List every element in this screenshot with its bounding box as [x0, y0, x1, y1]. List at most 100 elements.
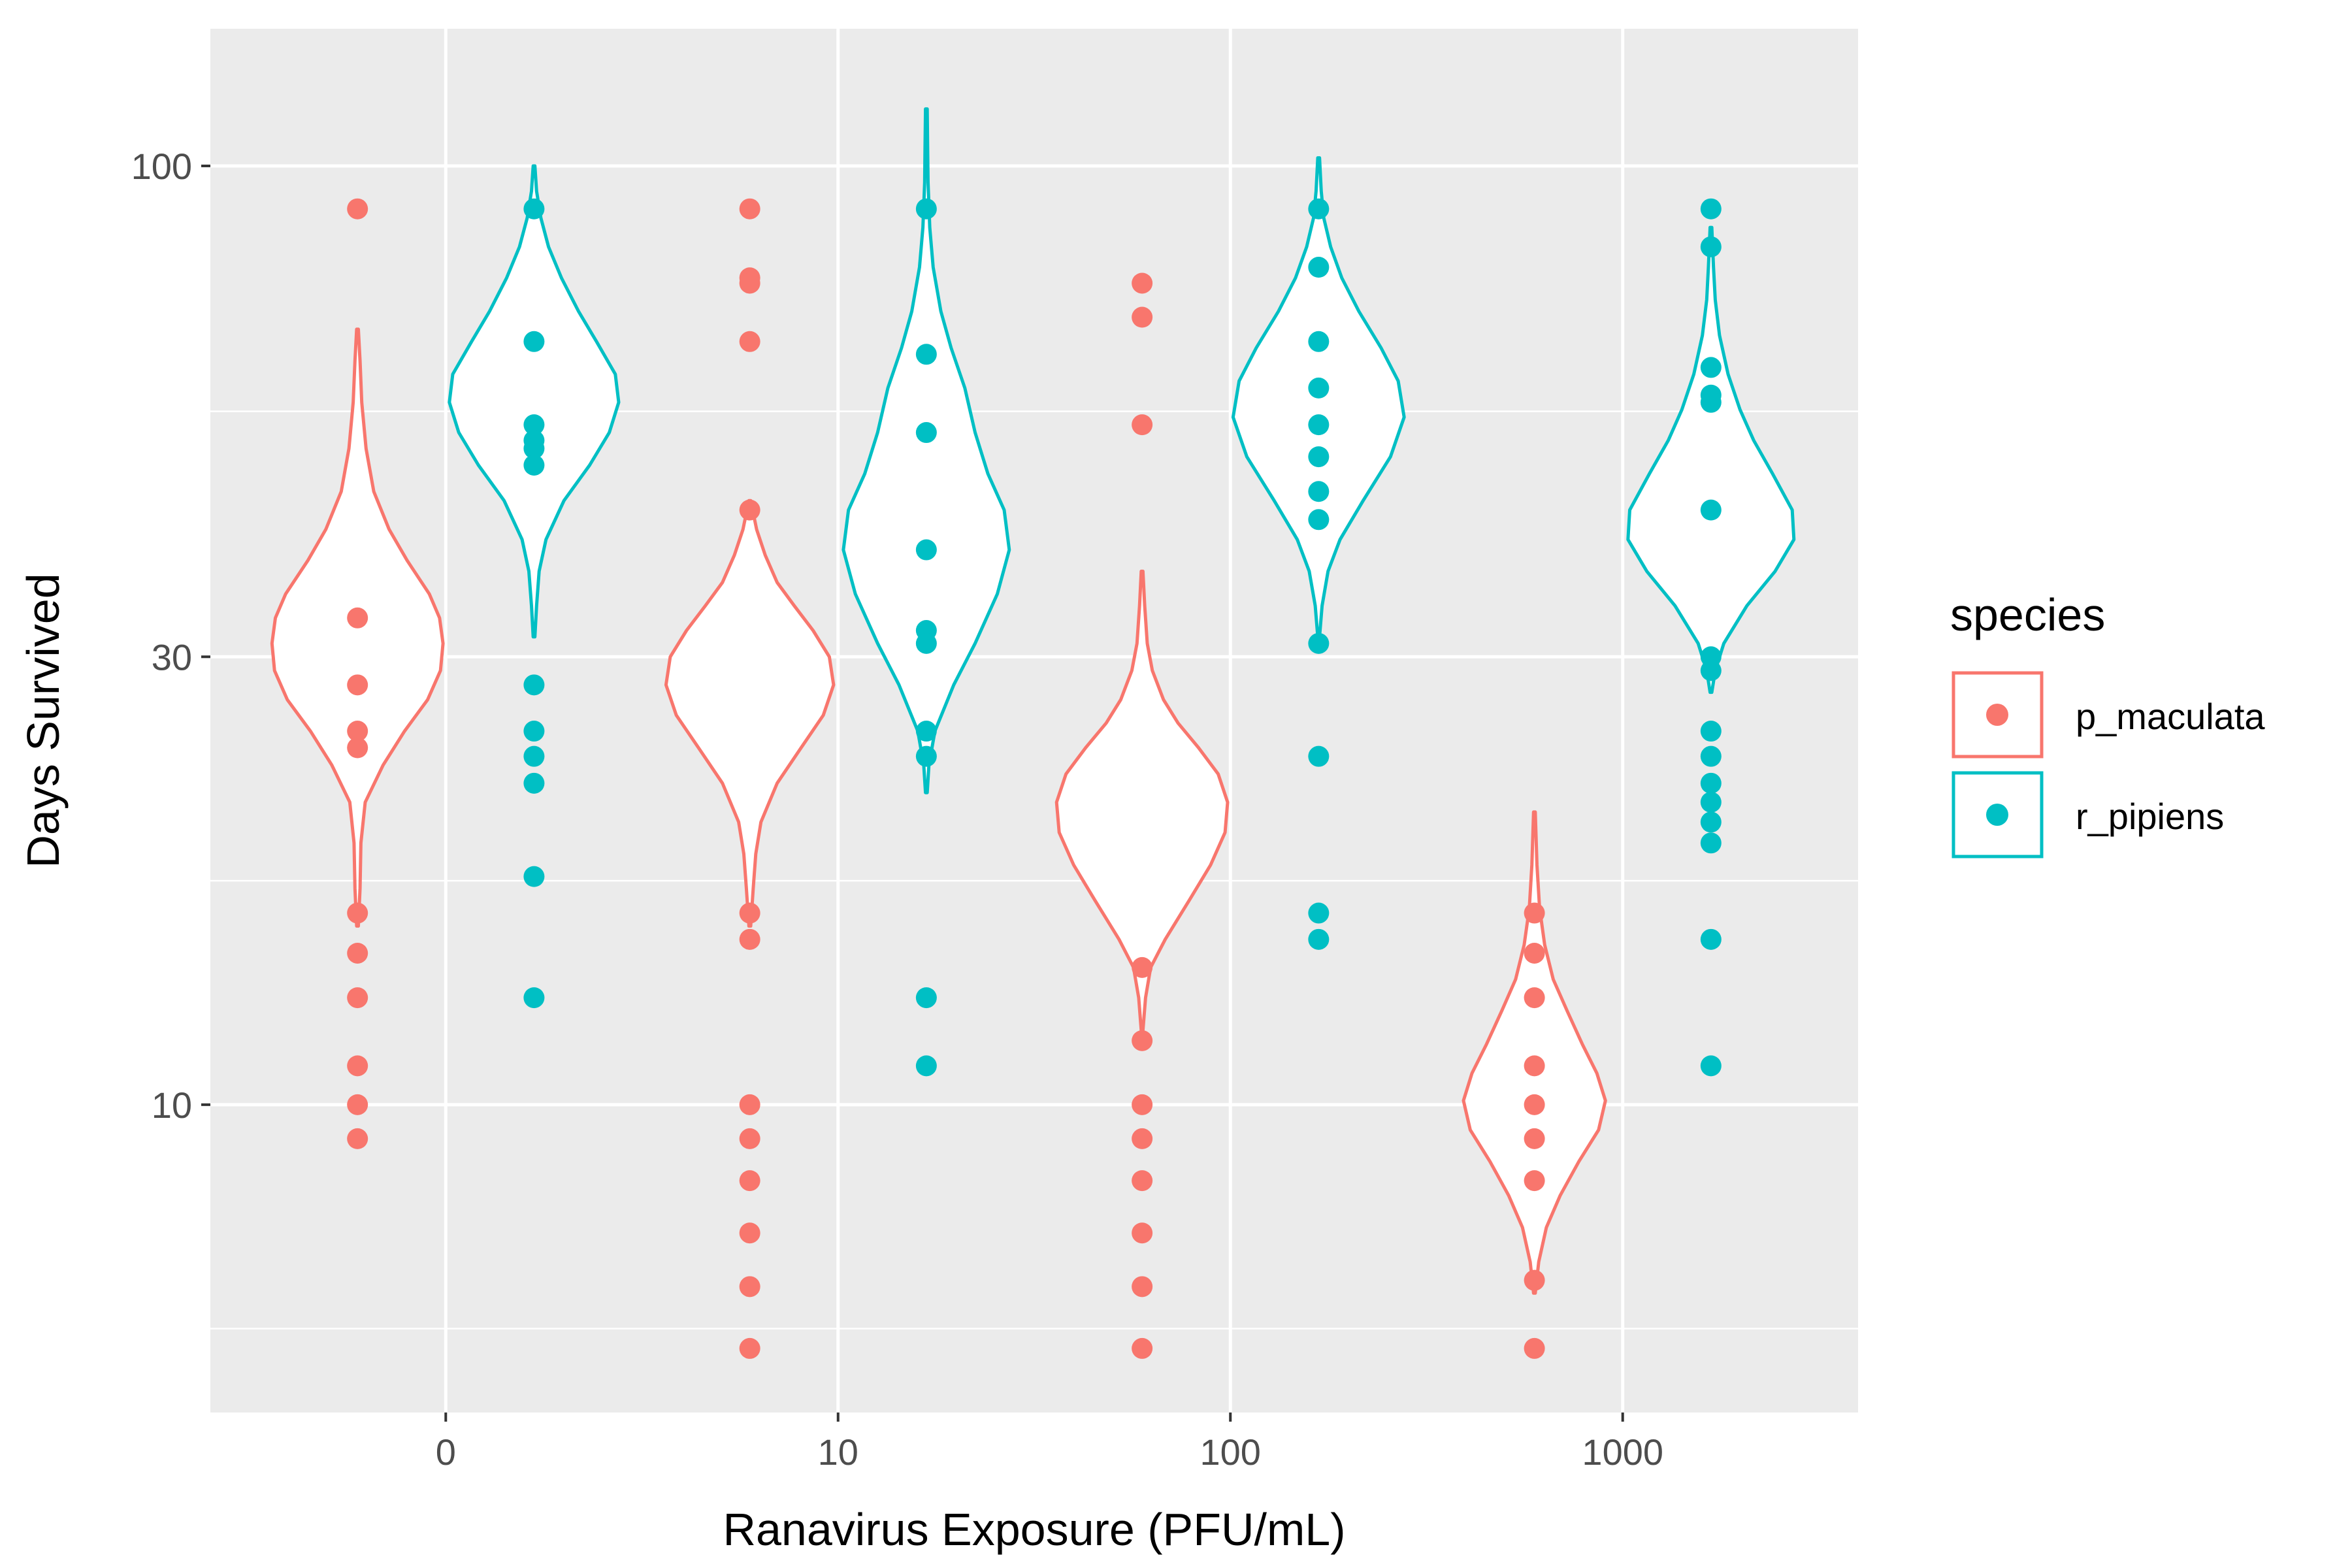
point-p_maculata-100: [1132, 414, 1153, 436]
point-r_pipiens-10: [915, 198, 937, 220]
legend-label-r_pipiens: r_pipiens: [2076, 796, 2224, 837]
point-r_pipiens-100: [1308, 446, 1330, 468]
point-p_maculata-1000: [1524, 1170, 1545, 1192]
point-r_pipiens-100: [1308, 902, 1330, 924]
y-axis: 10 30 100: [131, 146, 210, 1126]
point-p_maculata-10: [739, 902, 760, 924]
point-r_pipiens-1000: [1700, 236, 1722, 257]
violin-r_pipiens-1000: [1626, 225, 1796, 694]
point-p_maculata-10: [739, 198, 760, 220]
y-tick-label: 10: [152, 1085, 192, 1126]
point-p_maculata-100: [1132, 272, 1153, 294]
point-p_maculata-10: [739, 928, 760, 950]
point-r_pipiens-10: [915, 422, 937, 444]
point-p_maculata-1000: [1524, 902, 1545, 924]
point-p_maculata-10: [739, 1276, 760, 1298]
point-p_maculata-0: [347, 942, 368, 964]
point-p_maculata-0: [347, 1128, 368, 1149]
point-r_pipiens-1000: [1700, 745, 1722, 767]
point-r_pipiens-10: [915, 632, 937, 654]
point-p_maculata-100: [1132, 956, 1153, 978]
point-p_maculata-10: [739, 499, 760, 521]
x-tick-label: 10: [818, 1431, 858, 1473]
legend-dot-p_maculata: [1986, 704, 2008, 726]
plot-panel: [210, 29, 1858, 1413]
point-r_pipiens-0: [523, 721, 545, 742]
point-p_maculata-0: [347, 902, 368, 924]
point-p_maculata-100: [1132, 1128, 1153, 1149]
y-tick-label: 30: [152, 636, 192, 678]
point-r_pipiens-100: [1308, 257, 1330, 278]
point-r_pipiens-100: [1308, 414, 1330, 436]
violin-r_pipiens-10: [841, 107, 1011, 794]
point-r_pipiens-0: [523, 454, 545, 476]
point-r_pipiens-1000: [1700, 391, 1722, 413]
point-r_pipiens-10: [915, 987, 937, 1009]
legend: species p_maculata r_pipiens: [1950, 589, 2265, 858]
point-p_maculata-0: [347, 1094, 368, 1115]
legend-dot-r_pipiens: [1986, 804, 2008, 826]
data-points: [347, 198, 1722, 1359]
point-r_pipiens-1000: [1700, 1055, 1722, 1077]
grid-lines: [210, 29, 1858, 1413]
point-r_pipiens-10: [915, 1055, 937, 1077]
point-r_pipiens-0: [523, 438, 545, 459]
point-p_maculata-1000: [1524, 1055, 1545, 1077]
point-r_pipiens-0: [523, 745, 545, 767]
point-p_maculata-100: [1132, 1222, 1153, 1244]
point-p_maculata-100: [1132, 1337, 1153, 1359]
x-tick-label: 100: [1200, 1431, 1261, 1473]
point-r_pipiens-100: [1308, 198, 1330, 220]
point-p_maculata-1000: [1524, 942, 1545, 964]
point-r_pipiens-100: [1308, 632, 1330, 654]
point-r_pipiens-1000: [1700, 721, 1722, 742]
point-p_maculata-1000: [1524, 1094, 1545, 1115]
point-r_pipiens-10: [915, 344, 937, 365]
point-r_pipiens-1000: [1700, 791, 1722, 813]
point-r_pipiens-1000: [1700, 772, 1722, 794]
point-r_pipiens-100: [1308, 928, 1330, 950]
point-r_pipiens-0: [523, 414, 545, 436]
point-p_maculata-10: [739, 1170, 760, 1192]
point-p_maculata-0: [347, 198, 368, 220]
point-r_pipiens-100: [1308, 331, 1330, 352]
point-p_maculata-100: [1132, 306, 1153, 328]
point-p_maculata-1000: [1524, 1337, 1545, 1359]
point-p_maculata-100: [1132, 1276, 1153, 1298]
legend-label-p_maculata: p_maculata: [2076, 696, 2265, 737]
point-p_maculata-1000: [1524, 987, 1545, 1009]
point-r_pipiens-100: [1308, 481, 1330, 502]
point-p_maculata-10: [739, 331, 760, 352]
point-r_pipiens-100: [1308, 745, 1330, 767]
violin-p_maculata-1000: [1462, 810, 1607, 1295]
point-r_pipiens-1000: [1700, 928, 1722, 950]
point-r_pipiens-10: [915, 745, 937, 767]
point-r_pipiens-100: [1308, 509, 1330, 531]
point-r_pipiens-1000: [1700, 660, 1722, 681]
point-p_maculata-10: [739, 1128, 760, 1149]
point-p_maculata-1000: [1524, 1128, 1545, 1149]
y-axis-label: Days Survived: [18, 573, 69, 868]
point-r_pipiens-10: [915, 721, 937, 742]
point-r_pipiens-0: [523, 987, 545, 1009]
point-p_maculata-1000: [1524, 1269, 1545, 1291]
point-r_pipiens-0: [523, 198, 545, 220]
point-r_pipiens-1000: [1700, 357, 1722, 378]
point-r_pipiens-1000: [1700, 198, 1722, 220]
point-p_maculata-0: [347, 674, 368, 696]
point-r_pipiens-100: [1308, 377, 1330, 399]
point-p_maculata-10: [739, 1337, 760, 1359]
point-r_pipiens-0: [523, 772, 545, 794]
violin-p_maculata-100: [1054, 569, 1230, 1032]
point-r_pipiens-0: [523, 331, 545, 352]
x-axis-label: Ranavirus Exposure (PFU/mL): [723, 1504, 1345, 1555]
point-p_maculata-0: [347, 721, 368, 742]
point-p_maculata-10: [739, 1094, 760, 1115]
violin-r_pipiens-0: [448, 164, 621, 639]
point-p_maculata-10: [739, 1222, 760, 1244]
x-tick-label: 1000: [1582, 1431, 1663, 1473]
point-p_maculata-0: [347, 1055, 368, 1077]
point-r_pipiens-1000: [1700, 832, 1722, 854]
point-r_pipiens-1000: [1700, 811, 1722, 833]
